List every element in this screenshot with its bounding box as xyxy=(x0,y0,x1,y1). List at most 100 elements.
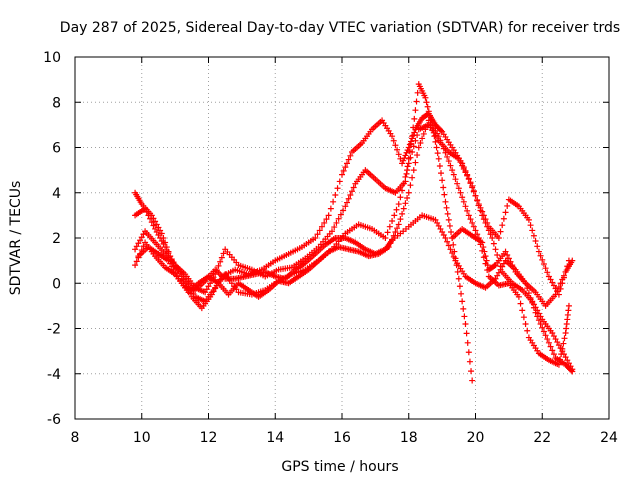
data-point xyxy=(445,242,452,249)
y-tick-label: 6 xyxy=(52,141,61,157)
data-point xyxy=(534,313,541,320)
data-point xyxy=(417,139,424,146)
grid xyxy=(75,57,609,419)
data-point xyxy=(323,216,330,223)
data-point xyxy=(325,212,332,219)
data-point xyxy=(492,246,499,253)
data-point xyxy=(158,230,165,237)
data-point xyxy=(524,327,531,334)
data-point xyxy=(447,162,454,169)
data-point xyxy=(432,216,439,223)
data-point xyxy=(328,228,335,235)
data-point xyxy=(410,124,417,131)
data-point xyxy=(316,227,323,234)
data-point xyxy=(330,198,337,205)
data-point xyxy=(455,275,462,282)
data-point xyxy=(435,133,442,140)
data-point xyxy=(203,286,210,293)
data-point xyxy=(218,254,225,261)
data-point xyxy=(452,176,459,183)
data-point xyxy=(467,216,474,223)
data-point xyxy=(160,241,167,248)
data-point xyxy=(464,207,471,214)
data-point xyxy=(155,231,162,238)
data-point xyxy=(467,180,474,187)
data-point xyxy=(549,279,556,286)
data-point xyxy=(462,169,469,176)
data-point xyxy=(414,132,421,139)
data-point xyxy=(502,248,509,255)
data-point xyxy=(462,203,469,210)
data-point xyxy=(552,291,559,298)
data-point xyxy=(384,229,391,236)
data-point xyxy=(406,141,413,148)
data-point xyxy=(440,184,447,191)
data-point xyxy=(517,300,524,307)
data-point xyxy=(170,266,177,273)
data-point xyxy=(500,260,507,267)
data-point xyxy=(527,294,534,301)
data-point xyxy=(450,253,457,260)
data-point xyxy=(450,171,457,178)
data-point xyxy=(465,212,472,219)
data-point xyxy=(525,216,532,223)
data-point xyxy=(173,272,180,279)
data-point xyxy=(387,240,394,247)
data-point xyxy=(463,330,470,337)
y-tick-label: 8 xyxy=(52,95,61,111)
data-point xyxy=(449,250,456,257)
data-point xyxy=(163,247,170,254)
data-point xyxy=(389,218,396,225)
data-point xyxy=(469,377,476,384)
data-point xyxy=(147,215,154,222)
data-point xyxy=(327,205,334,212)
data-point xyxy=(550,351,557,358)
data-point xyxy=(440,145,447,152)
data-point xyxy=(558,351,565,358)
data-point xyxy=(349,188,356,195)
data-point xyxy=(400,180,407,187)
data-point xyxy=(474,196,481,203)
data-point xyxy=(444,238,451,245)
x-tick-label: 8 xyxy=(71,430,80,446)
x-axis-label: GPS time / hours xyxy=(281,459,398,475)
data-point xyxy=(500,215,507,222)
data-point xyxy=(426,112,433,119)
data-point xyxy=(547,276,554,283)
x-tick-label: 16 xyxy=(333,430,351,446)
data-point xyxy=(389,236,396,243)
data-point xyxy=(484,262,491,269)
data-point xyxy=(469,219,476,226)
data-point xyxy=(450,241,457,248)
data-point xyxy=(539,256,546,263)
data-point xyxy=(148,219,155,226)
data-point xyxy=(557,280,564,287)
data-point xyxy=(401,155,408,162)
data-point xyxy=(439,141,446,148)
data-point xyxy=(555,284,562,291)
data-point xyxy=(535,248,542,255)
data-point xyxy=(550,333,557,340)
data-point xyxy=(560,340,567,347)
data-point xyxy=(544,269,551,276)
data-point xyxy=(157,235,164,241)
data-point xyxy=(395,201,402,208)
data-point xyxy=(466,358,473,365)
data-point xyxy=(549,347,556,354)
data-point xyxy=(445,216,452,223)
data-point xyxy=(394,225,401,232)
data-point xyxy=(150,222,157,229)
data-point xyxy=(522,320,529,327)
data-point xyxy=(465,349,472,356)
data-point xyxy=(435,222,442,229)
data-point xyxy=(540,328,547,335)
data-point xyxy=(205,283,212,290)
data-point xyxy=(153,221,160,228)
data-point xyxy=(424,103,431,110)
data-point xyxy=(468,368,475,375)
data-point xyxy=(157,227,164,234)
data-point xyxy=(425,108,432,115)
data-point xyxy=(412,159,419,166)
data-point xyxy=(167,260,174,267)
data-point xyxy=(402,152,409,159)
